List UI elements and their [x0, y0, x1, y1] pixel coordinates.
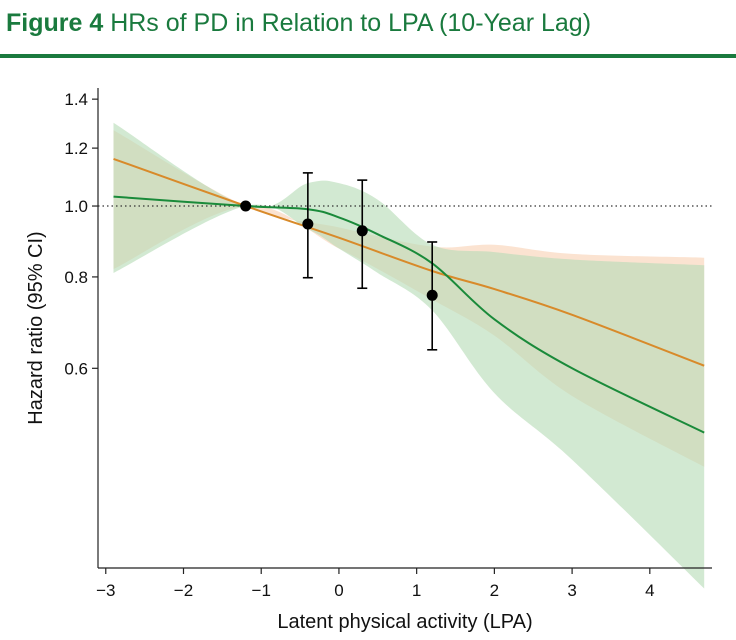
x-tick-label: −2: [174, 581, 193, 600]
point-estimate-1: [302, 172, 314, 279]
ci-bands: [113, 122, 705, 589]
figure-title: Figure 4 HRs of PD in Relation to LPA (1…: [6, 8, 591, 38]
point-estimate-2: [356, 179, 368, 290]
y-tick-label: 0.8: [64, 268, 88, 287]
point-marker: [426, 289, 438, 301]
fitted-line-1: [113, 195, 705, 434]
figure-caption: HRs of PD in Relation to LPA (10-Year La…: [110, 9, 592, 37]
x-tick-label: 2: [490, 581, 499, 600]
ci-band-1: [113, 122, 705, 589]
y-tick-label: 0.6: [64, 359, 88, 378]
point-estimates: [240, 172, 438, 351]
title-rule: [0, 54, 736, 58]
y-axis-label: Hazard ratio (95% CI): [25, 231, 47, 424]
point-marker: [356, 225, 368, 237]
x-tick-label: 4: [645, 581, 654, 600]
y-tick-label: 1.0: [64, 197, 88, 216]
figure-header: Figure 4 HRs of PD in Relation to LPA (1…: [0, 0, 736, 60]
point-estimate-3: [426, 241, 438, 351]
point-estimate-0: [240, 200, 252, 212]
point-marker: [302, 218, 314, 230]
y-axis: 0.6 0.8 1.0 1.2 1.4: [64, 88, 99, 568]
x-axis-label: Latent physical activity (LPA): [277, 611, 532, 633]
x-tick-label: −1: [252, 581, 271, 600]
x-axis: −3 −2 −1 0 1 2 3 4: [96, 567, 712, 600]
x-tick-label: 0: [334, 581, 343, 600]
point-marker: [240, 200, 252, 212]
y-tick-label: 1.4: [64, 90, 88, 109]
y-tick-label: 1.2: [64, 139, 88, 158]
x-tick-label: 1: [412, 581, 421, 600]
figure-label: Figure 4: [6, 9, 104, 37]
x-tick-label: −3: [96, 581, 115, 600]
x-tick-label: 3: [567, 581, 576, 600]
